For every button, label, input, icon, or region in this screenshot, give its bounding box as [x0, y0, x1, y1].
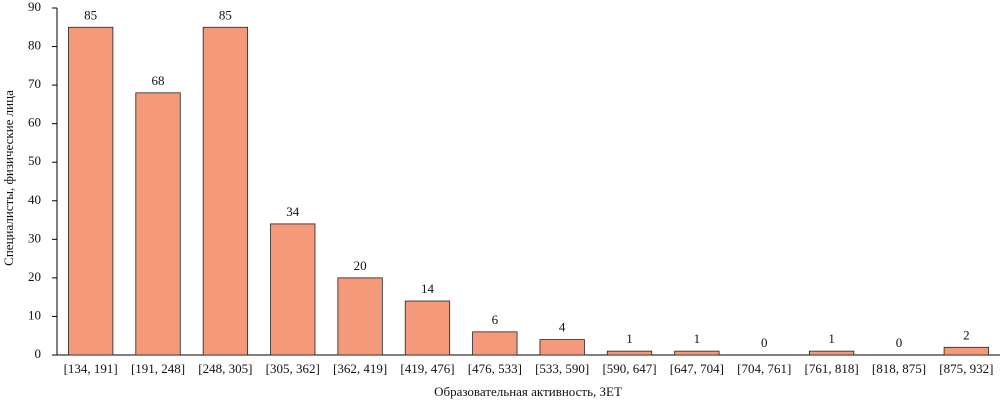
value-label: 1	[694, 331, 701, 346]
bar	[606, 350, 653, 356]
x-tick-label: [704, 761]	[737, 361, 791, 376]
value-label: 1	[626, 331, 633, 346]
x-tick-label: [761, 818]	[805, 361, 859, 376]
x-tick-label: [362, 419]	[333, 361, 387, 376]
bar	[674, 350, 720, 356]
value-label: 0	[896, 335, 903, 350]
y-tick-label: 40	[28, 192, 41, 207]
bar	[202, 26, 249, 356]
x-tick-label: [191, 248]	[131, 361, 185, 376]
bar	[404, 300, 451, 356]
bar	[270, 223, 316, 356]
x-tick-label: [533, 590]	[535, 361, 589, 376]
y-tick-label: 0	[35, 346, 42, 361]
value-label: 0	[761, 335, 768, 350]
value-label: 6	[492, 312, 499, 327]
x-tick-label: [248, 305]	[198, 361, 252, 376]
value-label: 34	[286, 204, 300, 219]
x-tick-label: [419, 476]	[400, 361, 454, 376]
x-tick-label: [818, 875]	[872, 361, 926, 376]
bar	[135, 92, 181, 356]
y-tick-label: 60	[28, 115, 41, 130]
value-label: 1	[828, 331, 835, 346]
value-label: 2	[963, 327, 970, 342]
value-label: 68	[152, 73, 165, 88]
x-tick-label: [476, 533]	[468, 361, 522, 376]
bar	[337, 277, 383, 356]
x-tick-label: [647, 704]	[670, 361, 724, 376]
x-tick-label: [305, 362]	[266, 361, 320, 376]
x-tick-label: [875, 932]	[939, 361, 993, 376]
bar	[808, 350, 855, 356]
y-tick-label: 30	[28, 230, 41, 245]
x-axis-title: Образовательная активность, ЗЕТ	[434, 384, 622, 399]
value-label: 85	[219, 7, 232, 22]
value-label: 4	[559, 320, 566, 335]
x-tick-label: [590, 647]	[602, 361, 656, 376]
y-tick-label: 70	[28, 76, 41, 91]
bar	[539, 339, 585, 356]
y-tick-label: 20	[28, 269, 41, 284]
y-tick-label: 80	[28, 38, 41, 53]
value-label: 20	[354, 258, 367, 273]
bar	[472, 331, 518, 356]
value-label: 14	[421, 281, 435, 296]
bar	[943, 346, 989, 356]
y-tick-label: 50	[28, 153, 41, 168]
y-axis-title: Специалисты, физические лица	[1, 90, 16, 266]
bar	[68, 26, 114, 356]
y-tick-label: 90	[28, 0, 41, 14]
y-tick-label: 10	[28, 307, 41, 322]
x-tick-label: [134, 191]	[64, 361, 118, 376]
value-label: 85	[84, 7, 97, 22]
